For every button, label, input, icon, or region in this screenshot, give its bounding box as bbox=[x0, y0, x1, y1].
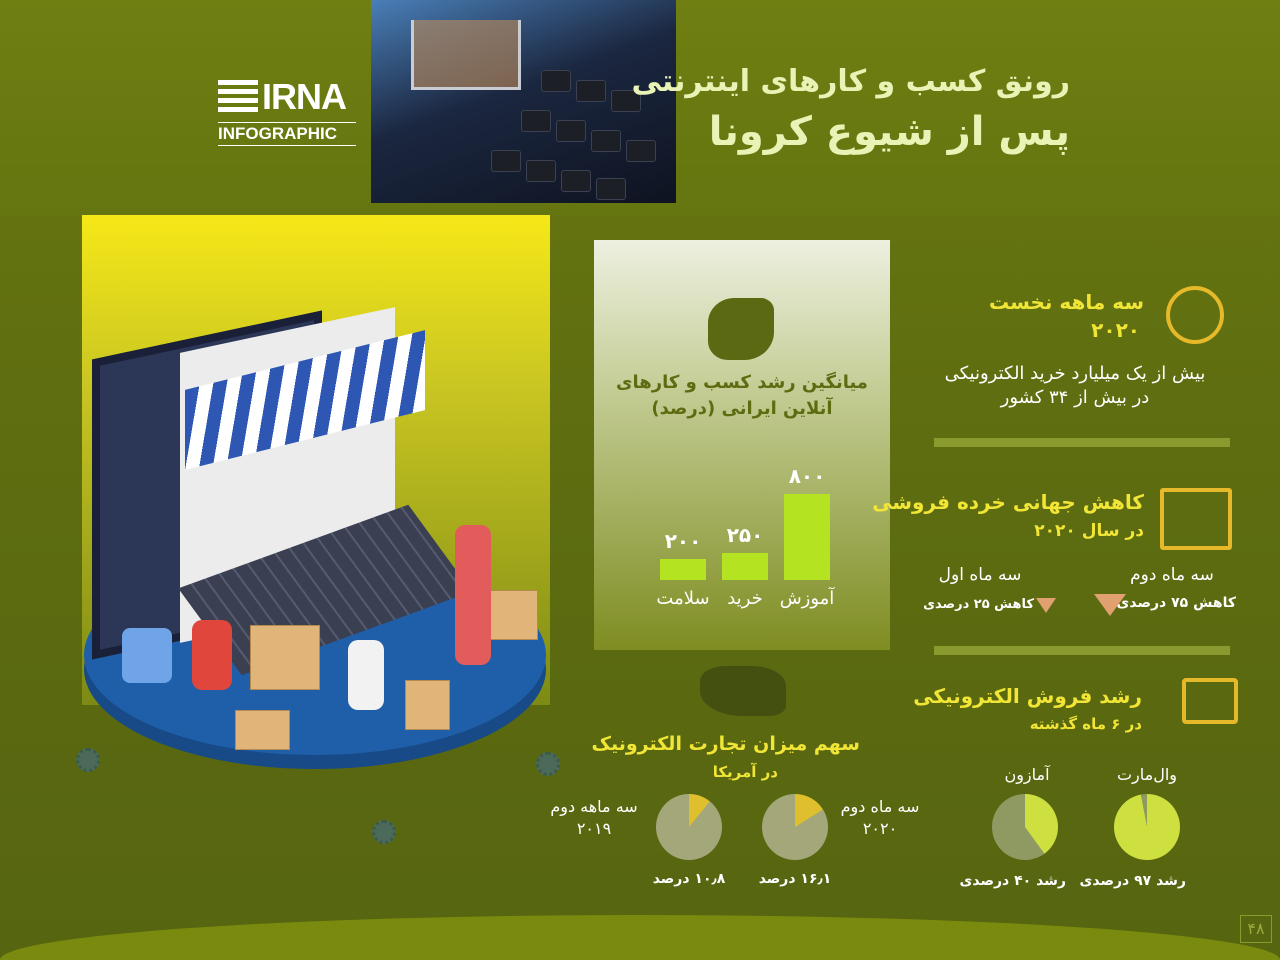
box-illustration bbox=[235, 710, 290, 750]
bar-1 bbox=[722, 553, 768, 580]
retail-period-q2: سه ماه دوم bbox=[1130, 565, 1214, 585]
globe-box-icon bbox=[1166, 286, 1224, 344]
bar-chart-title: میانگین رشد کسب و کارهای آنلاین ایرانی (… bbox=[600, 370, 884, 422]
pie-name-label: وال‌مارت bbox=[1116, 765, 1178, 784]
pie-value-label: ۱۰٫۸ درصد bbox=[652, 871, 726, 887]
person-illustration bbox=[455, 525, 491, 665]
person-illustration bbox=[348, 640, 384, 710]
first-quarter-title: سه ماهه نخست bbox=[988, 290, 1144, 314]
person-illustration bbox=[192, 620, 232, 690]
bottom-band bbox=[0, 915, 1280, 960]
retail-value-q1: کاهش ۲۵ درصدی bbox=[923, 597, 1034, 612]
virus-icon bbox=[372, 820, 396, 844]
shopkeeper-shelf-icon bbox=[1160, 488, 1232, 550]
laptop-cart-icon bbox=[1182, 678, 1238, 724]
virus-icon bbox=[76, 748, 100, 772]
bar-category-label: آموزش bbox=[779, 588, 835, 609]
iran-map-icon bbox=[708, 298, 774, 360]
page-title: رونق کسب و کارهای اینترنتی پس از شیوع کر… bbox=[631, 62, 1071, 158]
pie-slice-0 bbox=[762, 794, 828, 860]
first-quarter-year: ۲۰۲۰ bbox=[1091, 318, 1140, 342]
us-share-title: سهم میزان تجارت الکترونیک bbox=[591, 733, 860, 755]
bar-title-line-2: آنلاین ایرانی (درصد) bbox=[651, 398, 833, 419]
bar-2 bbox=[660, 558, 706, 580]
box-illustration bbox=[250, 625, 320, 690]
bar-category-label: سلامت bbox=[656, 588, 710, 609]
pie-value-label: رشد ۹۷ درصدی bbox=[1079, 873, 1186, 889]
box-illustration bbox=[405, 680, 450, 730]
pie-slice-1 bbox=[992, 794, 1058, 860]
decline-arrow-icon bbox=[1036, 598, 1056, 613]
cart-icon bbox=[411, 20, 521, 90]
page-number: ۴۸ bbox=[1240, 915, 1272, 943]
retail-value-q2: کاهش ۷۵ درصدی bbox=[1116, 595, 1236, 611]
bar-0 bbox=[784, 494, 830, 580]
pie-slice-0 bbox=[1114, 794, 1180, 860]
us-share-subtitle: در آمریکا bbox=[712, 763, 778, 781]
virus-icon bbox=[536, 752, 560, 776]
divider bbox=[934, 646, 1230, 655]
online-sales-title: رشد فروش الکترونیکی bbox=[913, 684, 1142, 708]
title-line-1: رونق کسب و کارهای اینترنتی bbox=[631, 64, 1071, 99]
first-quarter-text: بیش از یک میلیارد خرید الکترونیکی در بیش… bbox=[916, 362, 1234, 410]
online-sales-subtitle: در ۶ ماه گذشته bbox=[1029, 715, 1142, 733]
cart-bubble-icon bbox=[122, 628, 172, 683]
pie-name-label: آمازون bbox=[1004, 765, 1050, 784]
pie-value-label: ۱۶٫۱ درصد bbox=[758, 871, 832, 887]
irna-logo: IRNA INFOGRAPHIC bbox=[218, 76, 356, 146]
shopping-cart-keyboard-photo bbox=[371, 0, 676, 203]
bar-category-label: خرید bbox=[727, 588, 763, 609]
retail-title: کاهش جهانی خرده فروشی bbox=[872, 490, 1144, 514]
retail-period-q1: سه ماه اول bbox=[938, 565, 1022, 585]
decline-arrow-icon bbox=[1094, 594, 1126, 616]
pie-slice-1 bbox=[656, 794, 722, 860]
retail-subtitle: در سال ۲۰۲۰ bbox=[1034, 521, 1144, 541]
pie-value-label: رشد ۴۰ درصدی bbox=[959, 873, 1066, 889]
pie-name-label: سه ماه دوم ۲۰۲۰ bbox=[840, 797, 920, 838]
pie-name-label: سه ماهه دوم ۲۰۱۹ bbox=[550, 797, 638, 838]
first-quarter-text-line-1: بیش از یک میلیارد خرید الکترونیکی bbox=[944, 363, 1206, 384]
logo-bars-icon bbox=[218, 80, 258, 114]
bar-value-label: ۲۵۰ bbox=[726, 523, 764, 548]
logo-sub: INFOGRAPHIC bbox=[218, 122, 356, 146]
usa-map-icon bbox=[700, 666, 786, 716]
title-line-2: پس از شیوع کرونا bbox=[708, 109, 1070, 155]
logo-brand: IRNA bbox=[262, 76, 347, 117]
bar-title-line-1: میانگین رشد کسب و کارهای bbox=[616, 372, 868, 393]
first-quarter-text-line-2: در بیش از ۳۴ کشور bbox=[1000, 387, 1150, 408]
bar-value-label: ۸۰۰ bbox=[788, 464, 826, 488]
divider bbox=[934, 438, 1230, 447]
bar-value-label: ۲۰۰ bbox=[664, 528, 702, 553]
